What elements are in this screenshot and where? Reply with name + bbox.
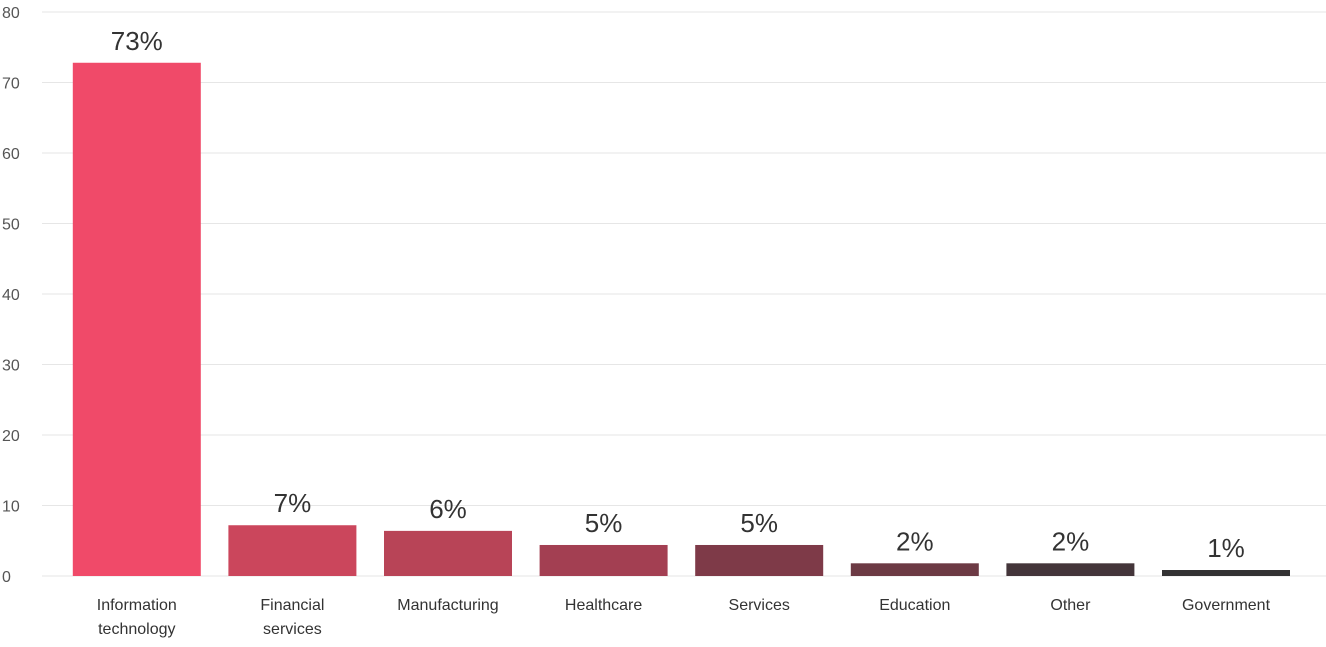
- data-label: 7%: [274, 488, 312, 518]
- bar: [228, 525, 357, 576]
- data-label: 2%: [1052, 526, 1090, 556]
- y-tick-label: 50: [2, 217, 20, 234]
- x-tick-label: technology: [98, 621, 175, 638]
- bar: [1006, 563, 1135, 576]
- bar: [384, 530, 512, 576]
- y-tick-label: 70: [2, 76, 20, 93]
- x-tick-label: Other: [1050, 597, 1091, 614]
- data-label: 5%: [740, 508, 778, 538]
- x-tick-label: Government: [1182, 597, 1271, 614]
- x-tick-label: Services: [729, 597, 790, 614]
- data-label: 6%: [429, 494, 467, 524]
- y-tick-label: 30: [2, 358, 20, 375]
- data-label: 5%: [585, 508, 623, 538]
- y-tick-label: 20: [2, 428, 20, 445]
- data-label: 1%: [1207, 533, 1245, 563]
- x-tick-label: Information: [97, 597, 177, 614]
- bar: [539, 544, 668, 576]
- y-tick-label: 80: [2, 5, 20, 22]
- bar: [850, 563, 979, 576]
- x-tick-label: Manufacturing: [397, 597, 498, 614]
- bar: [695, 544, 824, 576]
- y-tick-label: 0: [2, 569, 11, 586]
- x-tick-label: Healthcare: [565, 597, 642, 614]
- y-tick-label: 60: [2, 146, 20, 163]
- x-tick-label: services: [263, 621, 322, 638]
- x-tick-label: Financial: [260, 597, 324, 614]
- y-tick-label: 10: [2, 499, 20, 516]
- y-tick-label: 40: [2, 287, 20, 304]
- bar: [1162, 570, 1290, 576]
- data-label: 73%: [111, 26, 163, 56]
- x-tick-label: Education: [879, 597, 950, 614]
- bar: [72, 62, 201, 576]
- data-label: 2%: [896, 526, 934, 556]
